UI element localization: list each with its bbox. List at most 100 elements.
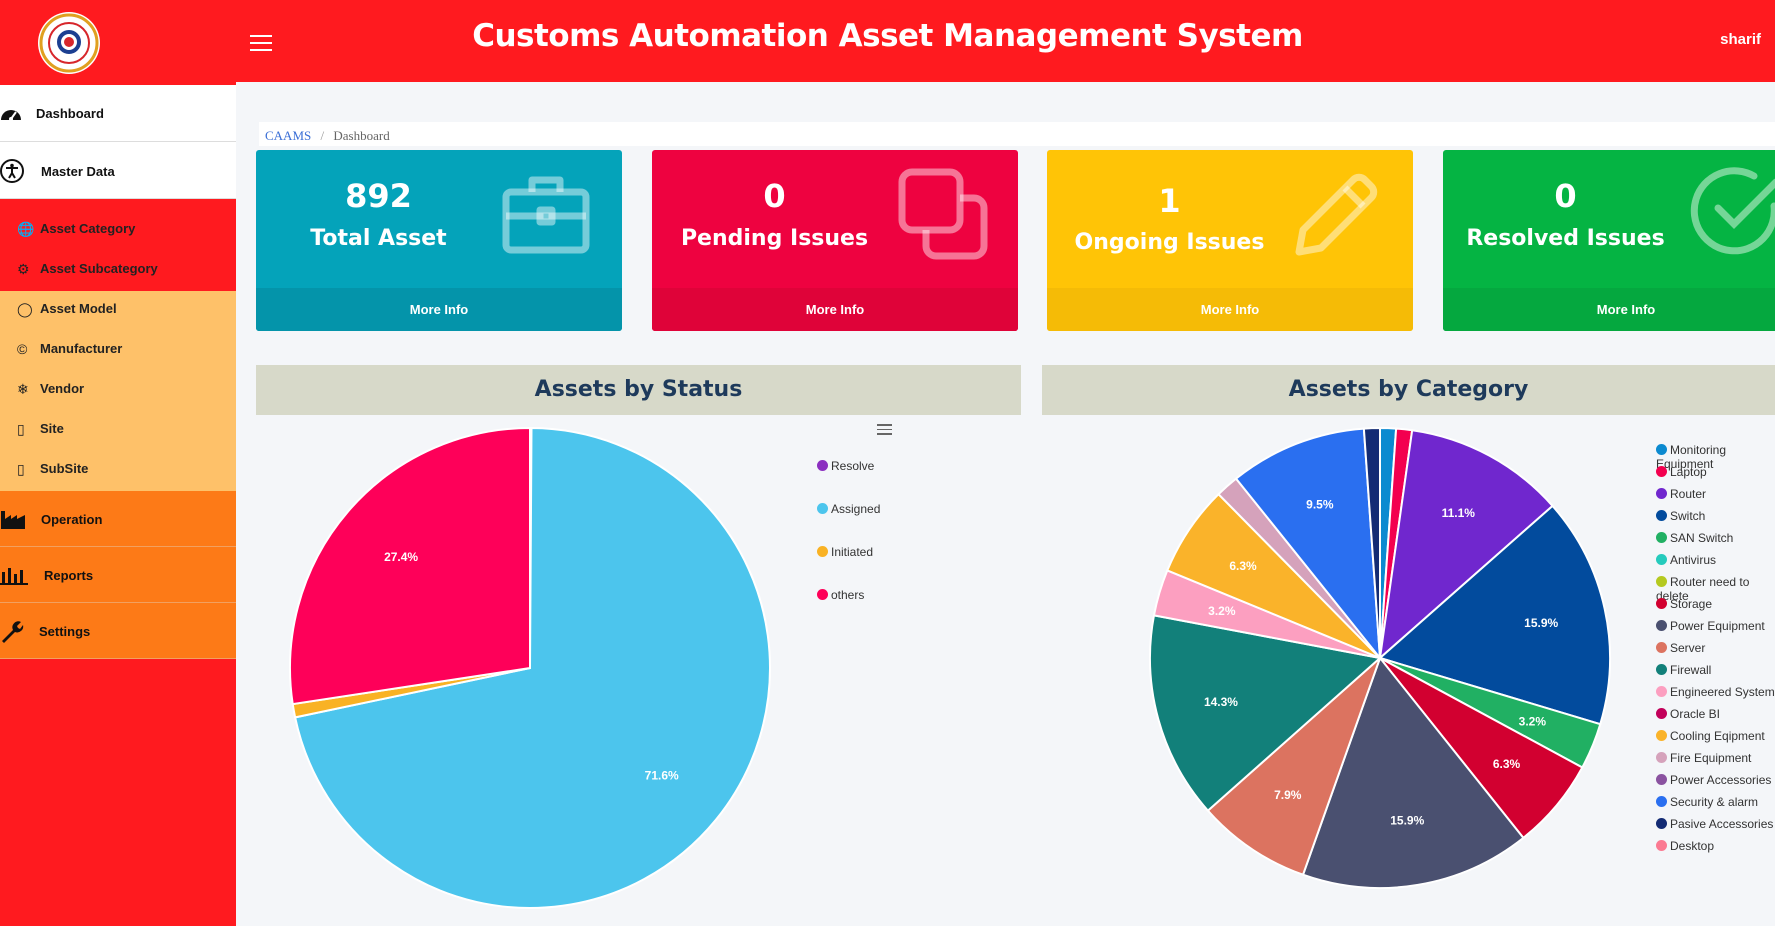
- legend-item-oracle-bi[interactable]: Oracle BI: [1656, 707, 1720, 721]
- legend-label: Security & alarm: [1670, 795, 1759, 809]
- nav-settings-label: Settings: [39, 624, 91, 639]
- card-pending-issues-more-info[interactable]: More Info: [652, 288, 1018, 331]
- legend-swatch: [1656, 598, 1667, 609]
- pie-slice-switch[interactable]: [1377, 504, 1611, 726]
- nav-reports-label: Reports: [44, 568, 94, 583]
- nav-dashboard-label: Dashboard: [36, 106, 104, 121]
- legend-item-firewall[interactable]: Firewall: [1656, 663, 1711, 677]
- legend-label: Fire Equipment: [1670, 751, 1752, 765]
- nav-master-data-label: Master Data: [41, 164, 115, 179]
- nav-asset-subcategory-label: Asset Subcategory: [40, 261, 158, 276]
- legend-item-laptop[interactable]: Laptop: [1656, 465, 1707, 479]
- pie-slice-assigned[interactable]: [293, 426, 771, 909]
- legend-swatch: [817, 589, 828, 600]
- breadcrumb: CAAMS / Dashboard: [265, 128, 390, 144]
- pie-data-label: 15.9%: [1524, 616, 1558, 630]
- legend-item-pasive-accessories[interactable]: Pasive Accessories: [1656, 817, 1773, 831]
- pencil-icon: [1295, 173, 1378, 256]
- legend-item-server[interactable]: Server: [1656, 641, 1705, 655]
- pie-data-label: 7.9%: [1274, 788, 1302, 802]
- nav-subsite-label: SubSite: [40, 461, 89, 476]
- bar-chart-icon: [0, 568, 28, 585]
- nav-manufacturer[interactable]: © Manufacturer: [0, 329, 236, 369]
- nav-site-label: Site: [40, 421, 64, 436]
- card-resolved-issues-more-info[interactable]: More Info: [1443, 288, 1775, 331]
- breadcrumb-root-link[interactable]: CAAMS: [265, 128, 312, 143]
- card-resolved-issues: 0 Resolved Issues More Info: [1443, 150, 1775, 331]
- legend-item-router[interactable]: Router: [1656, 487, 1706, 501]
- legend-item-engineered-system[interactable]: Engineered System: [1656, 685, 1775, 699]
- legend-swatch: [1656, 488, 1667, 499]
- nav-operation[interactable]: Operation: [0, 491, 236, 547]
- legend-label: Firewall: [1670, 663, 1712, 677]
- pie-slice-power-equipment[interactable]: [1301, 655, 1525, 889]
- legend-item-initiated[interactable]: Initiated: [817, 545, 873, 559]
- legend-item-security-and-alarm[interactable]: Security & alarm: [1656, 795, 1758, 809]
- nav-master-data[interactable]: Master Data: [0, 142, 236, 199]
- user-name[interactable]: sharif: [1720, 31, 1761, 48]
- legend-swatch: [817, 460, 828, 471]
- nav-dashboard[interactable]: Dashboard: [0, 85, 236, 142]
- card-total-asset-more-info[interactable]: More Info: [256, 288, 622, 331]
- legend-item-assigned[interactable]: Assigned: [817, 502, 880, 516]
- nav-asset-category[interactable]: 🌐 Asset Category: [0, 209, 236, 249]
- snowflake-icon: ❄: [17, 381, 29, 397]
- pie-data-label: 6.3%: [1229, 559, 1257, 573]
- nav-site[interactable]: ▯ Site: [0, 409, 236, 449]
- nav-reports[interactable]: Reports: [0, 547, 236, 603]
- legend-swatch: [1656, 576, 1667, 587]
- legend-item-switch[interactable]: Switch: [1656, 509, 1705, 523]
- legend-item-desktop[interactable]: Desktop: [1656, 839, 1714, 853]
- nav-subsite[interactable]: ▯ SubSite: [0, 449, 236, 489]
- pie-slice-security-and-alarm[interactable]: [1234, 427, 1382, 662]
- legend-item-power-accessories[interactable]: Power Accessories: [1656, 773, 1771, 787]
- chart-menu-icon[interactable]: [877, 424, 892, 435]
- pie-data-label: 9.5%: [1306, 497, 1334, 511]
- legend-label: Storage: [1670, 597, 1713, 611]
- legend-swatch: [1656, 708, 1667, 719]
- category-pie-chart: 11.1% 15.9% 3.2% 6.3% 15.9% 7.9% 14.3% 3.2% 6.3%…: [1149, 426, 1611, 889]
- nav-asset-model[interactable]: ◯ Asset Model: [0, 289, 236, 329]
- factory-icon: [1, 511, 25, 529]
- nav-settings[interactable]: Settings: [0, 603, 236, 659]
- gear-icon: ⚙: [17, 261, 30, 277]
- top-header: Customs Automation Asset Management Syst…: [0, 0, 1775, 82]
- nav-asset-category-label: Asset Category: [40, 221, 136, 236]
- legend-swatch: [1656, 620, 1667, 631]
- legend-item-resolve[interactable]: Resolve: [817, 459, 874, 473]
- nav-asset-model-label: Asset Model: [40, 301, 117, 316]
- briefcase-icon: [502, 176, 590, 254]
- sidebar: Dashboard Master Data 🌐 Asset Category ⚙…: [0, 82, 236, 926]
- legend-label: Server: [1670, 641, 1706, 655]
- pie-data-label: 27.4%: [384, 550, 418, 564]
- pie-slice-others[interactable]: [289, 426, 531, 706]
- legend-label: Assigned: [831, 502, 881, 516]
- legend-item-antivirus[interactable]: Antivirus: [1656, 553, 1716, 567]
- pie-slice-server[interactable]: [1206, 657, 1381, 877]
- pie-slice-router[interactable]: [1378, 429, 1554, 661]
- legend-item-fire-equipment[interactable]: Fire Equipment: [1656, 751, 1751, 765]
- legend-label: SAN Switch: [1670, 531, 1734, 545]
- status-chart-title: Assets by Status: [256, 365, 1021, 415]
- pie-slice-firewall[interactable]: [1149, 614, 1383, 813]
- pie-slice-pasive-accessories[interactable]: [1362, 426, 1381, 659]
- legend-item-storage[interactable]: Storage: [1656, 597, 1712, 611]
- menu-toggle-icon[interactable]: [250, 35, 272, 53]
- pie-data-label: 71.6%: [645, 769, 679, 783]
- copy-icon: [898, 168, 988, 260]
- nav-manufacturer-label: Manufacturer: [40, 341, 123, 356]
- legend-swatch: [1656, 642, 1667, 653]
- legend-item-power-equipment[interactable]: Power Equipment: [1656, 619, 1765, 633]
- legend-item-cooling-eqipment[interactable]: Cooling Eqipment: [1656, 729, 1765, 743]
- legend-swatch: [1656, 774, 1667, 785]
- main-content: CAAMS / Dashboard: [236, 82, 1775, 926]
- card-pending-issues-value: 0: [763, 177, 786, 215]
- nav-vendor[interactable]: ❄ Vendor: [0, 369, 236, 409]
- legend-label: Monitoring Equipment: [1656, 443, 1727, 471]
- legend-item-others[interactable]: others: [817, 588, 864, 602]
- customs-logo[interactable]: [38, 12, 100, 74]
- legend-item-san-switch[interactable]: SAN Switch: [1656, 531, 1733, 545]
- legend-item-monitoring-equipment[interactable]: Monitoring Equipment: [1656, 443, 1775, 471]
- card-ongoing-issues-more-info[interactable]: More Info: [1047, 288, 1413, 331]
- nav-asset-subcategory[interactable]: ⚙ Asset Subcategory: [0, 249, 236, 289]
